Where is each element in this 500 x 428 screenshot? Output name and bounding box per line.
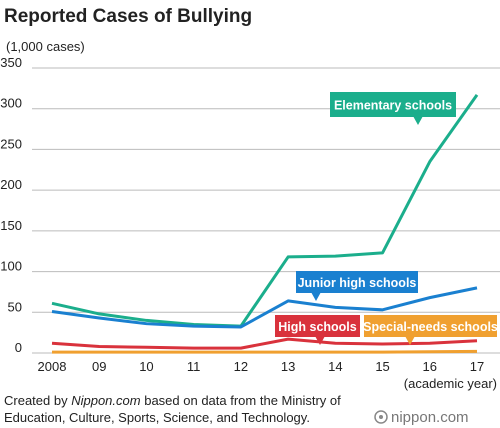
y-tick-label: 350 [0, 55, 22, 70]
y-tick-label: 100 [0, 259, 22, 274]
x-tick-label: 09 [92, 359, 106, 374]
legend-box [364, 315, 497, 337]
y-unit: (1,000 cases) [6, 39, 85, 54]
x-tick-label: 16 [423, 359, 437, 374]
source-line: Created by Nippon.com based on data from… [4, 393, 341, 408]
logo-icon [374, 410, 388, 424]
legend-label: High schools [278, 320, 357, 334]
x-tick-label: 11 [187, 359, 201, 374]
legend-pointer [405, 336, 415, 345]
legend-label: Junior high schools [298, 276, 417, 290]
x-tick-label: 12 [234, 359, 248, 374]
legend-pointer [413, 116, 423, 125]
legend-box [296, 271, 418, 293]
y-tick-label: 0 [15, 340, 22, 355]
legend-label: Elementary schools [334, 99, 452, 113]
source-line: Education, Culture, Sports, Science, and… [4, 410, 310, 425]
series-line [52, 349, 478, 354]
y-tick-label: 50 [8, 299, 22, 314]
y-tick-label: 300 [0, 96, 22, 111]
series-line [51, 286, 478, 329]
series-line [51, 94, 479, 328]
x-label: (academic year) [404, 376, 497, 391]
source-text: based on data from the Ministry of [144, 393, 341, 408]
y-tick-label: 150 [0, 218, 22, 233]
logo-icon [379, 415, 383, 419]
legend-pointer [315, 336, 325, 345]
x-tick-label: 10 [139, 359, 153, 374]
logo: nippon.com [391, 409, 469, 426]
legend-pointer [311, 292, 321, 301]
legend-box [330, 92, 456, 117]
source-italic: Nippon.com [71, 393, 141, 408]
chart-title: Reported Cases of Bullying [4, 6, 252, 27]
y-tick-label: 200 [0, 177, 22, 192]
x-tick-label: 15 [375, 359, 389, 374]
x-tick-label: 13 [281, 359, 295, 374]
source-prefix: Created by [4, 393, 68, 408]
y-tick-label: 250 [0, 136, 22, 151]
series-line [51, 337, 478, 350]
legend-box [275, 315, 360, 337]
x-tick-label: 14 [328, 359, 342, 374]
x-tick-label: 2008 [38, 359, 67, 374]
x-tick-label: 17 [470, 359, 484, 374]
legend-label: Special-needs schools [363, 320, 498, 334]
